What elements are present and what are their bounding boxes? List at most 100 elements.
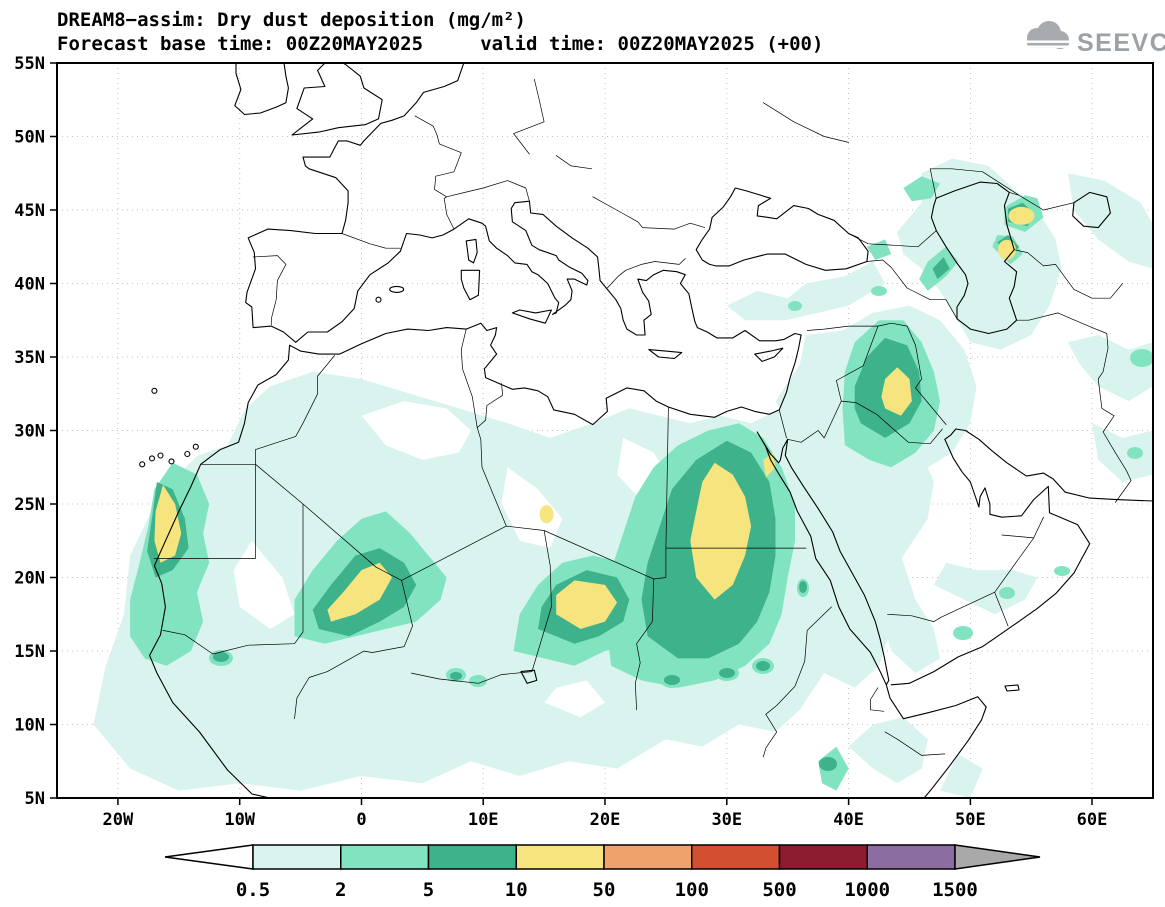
dust4-redsea-coast	[763, 452, 776, 478]
dust4-libya-spot	[539, 505, 554, 524]
lat-tick-label: 15N	[14, 642, 45, 662]
lon-tick-label: 50E	[955, 810, 986, 830]
dust-turkey-veil	[726, 261, 886, 321]
dust-hole-west-mali	[233, 540, 295, 629]
north-africa-borders	[154, 328, 807, 720]
balearic-islands	[375, 285, 405, 303]
dust4-east-caspian-2	[998, 239, 1016, 260]
lake-chad	[520, 669, 538, 684]
red-sea-coast	[756, 431, 890, 686]
aral-sea-coast	[1072, 191, 1111, 229]
lon-tick-label: 30E	[711, 810, 742, 830]
lon-tick-label: 10W	[224, 810, 255, 830]
lon-tick-label: 20W	[103, 810, 134, 830]
dust-hole-libya	[501, 467, 563, 549]
colorbar-label: 100	[675, 879, 709, 901]
coastlines	[149, 63, 1153, 798]
colorbar-label: 10	[505, 879, 528, 901]
socotra-island	[1004, 684, 1020, 692]
country-borders	[154, 78, 1132, 758]
lat-tick-label: 45N	[14, 201, 45, 221]
colorbar-label: 500	[762, 879, 796, 901]
dust-horn-veil	[848, 717, 928, 784]
dust4-east-caspian-1	[1008, 206, 1035, 225]
dust-south-arabia-veil	[933, 562, 1038, 615]
dust-horn-veil-2	[940, 753, 983, 798]
lon-tick-label: 20E	[590, 810, 621, 830]
colorbar-seg-3	[427, 844, 517, 870]
colorbar-seg-5	[603, 844, 693, 870]
caucasus-central-asia-borders	[848, 168, 1132, 503]
lat-tick-label: 55N	[14, 54, 45, 74]
cloud-icon	[1023, 21, 1071, 49]
caspian-sea-coast	[930, 181, 1018, 335]
longitude-labels: 20W 10W 0 10E 20E 30E 40E 50E 60E	[103, 810, 1108, 830]
figure-subtitle: Forecast base time: 00Z20MAY2025 valid t…	[57, 33, 823, 55]
dust4-iraq	[881, 367, 912, 416]
figure-title: DREAM8−assim: Dry dust deposition (mg/m²…	[57, 9, 526, 31]
colorbar-labels: 0.5 2 5 10 50 100 500 1000 1500	[236, 879, 978, 901]
dust3-sahel-spots	[213, 581, 837, 771]
lon-tick-label: 10E	[468, 810, 499, 830]
dust3-azerbaijan	[932, 257, 950, 280]
axis-ticks	[50, 62, 1093, 805]
lat-tick-label: 35N	[14, 348, 45, 368]
arabia-gulf-coast	[890, 428, 1153, 686]
dust-level1-regions	[93, 158, 1153, 798]
dust4-west-coast	[154, 484, 182, 563]
cyprus-island	[754, 347, 784, 362]
europe-borders	[252, 78, 849, 326]
lat-tick-label: 5N	[25, 789, 45, 809]
colorbar-label: 1500	[932, 879, 978, 901]
black-sea-coast	[695, 187, 869, 271]
sicily-island	[511, 309, 552, 324]
colorbar-label: 2	[335, 879, 346, 901]
lat-tick-label: 40N	[14, 275, 45, 295]
colorbar-left-arrow	[164, 844, 254, 870]
dust-westarabia-veil	[799, 437, 940, 674]
colorbar-seg-4	[515, 844, 605, 870]
colorbar-seg-7	[778, 844, 868, 870]
islands-and-lakes	[139, 238, 1020, 692]
lat-tick-label: 25N	[14, 495, 45, 515]
britain-coast	[291, 63, 383, 136]
corsica-island	[465, 238, 478, 264]
europe-coast	[245, 63, 802, 343]
colorbar	[164, 844, 1041, 870]
seevccc-logo: SEEVCCC	[1023, 21, 1165, 57]
canary-islands	[139, 387, 199, 468]
colorbar-label: 0.5	[236, 879, 270, 901]
sardinia-island	[460, 269, 481, 301]
dust-east-edge-veil-1	[1067, 335, 1153, 402]
africa-west-north-coast	[149, 322, 802, 798]
lat-tick-label: 20N	[14, 569, 45, 589]
dust2-nw-caspian	[903, 176, 940, 202]
crete-island	[648, 349, 683, 360]
lon-tick-label: 40E	[833, 810, 864, 830]
colorbar-label: 50	[593, 879, 616, 901]
dust4-egypt-sudan	[690, 462, 752, 600]
colorbar-seg-2	[340, 844, 430, 870]
logo-text: SEEVCCC	[1077, 29, 1165, 57]
dust-east-edge-veil-2	[1092, 423, 1153, 482]
dust-hole-chad-south	[544, 680, 605, 718]
colorbar-right-arrow	[954, 844, 1041, 870]
dust-hole-north-algeria	[361, 401, 472, 460]
colorbar-label: 1000	[844, 879, 890, 901]
lon-tick-label: 60E	[1077, 810, 1108, 830]
dust-level4-regions	[154, 206, 1035, 629]
lat-tick-label: 10N	[14, 716, 45, 736]
dust-east-edge-veil-3	[1067, 173, 1153, 269]
lon-tick-label: 0	[356, 810, 366, 830]
map-area: 55N 50N 45N 40N 35N 30N 25N 20N 15N 10N …	[14, 54, 1154, 830]
dust4-niger-chad	[556, 580, 618, 629]
colorbar-label: 5	[423, 879, 434, 901]
middle-east-borders	[778, 322, 1044, 627]
sudan-horn-borders	[762, 606, 946, 758]
ireland-coast	[234, 63, 289, 116]
dust4-mali	[327, 562, 392, 622]
dust2-georgia	[866, 239, 892, 260]
lat-tick-label: 50N	[14, 128, 45, 148]
